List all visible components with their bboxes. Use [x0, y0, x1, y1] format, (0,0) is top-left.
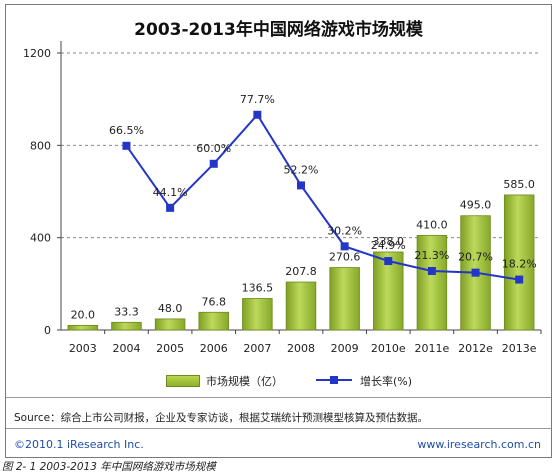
- series-line-growth: [125, 113, 520, 281]
- bar-value-label: 76.8: [201, 295, 226, 308]
- divider-bottom: [6, 428, 551, 429]
- y-tick-label: 800: [30, 139, 51, 152]
- bar-value-label: 585.0: [503, 178, 535, 191]
- source-text: Source：综合上市公司财报，企业及专家访谈，根据艾瑞统计预测模型核算及预估数…: [14, 412, 429, 424]
- x-tick-label: 2005: [156, 342, 184, 355]
- line-value-label: 66.5%: [109, 124, 144, 137]
- bar-value-label: 207.8: [285, 265, 317, 278]
- x-tick-label: 2009: [331, 342, 359, 355]
- line-point: [166, 203, 175, 212]
- line-value-label: 21.3%: [414, 249, 449, 262]
- y-tick-label: 400: [30, 232, 51, 245]
- bar: [416, 234, 448, 331]
- x-tick-label: 2013e: [502, 342, 537, 355]
- bar: [329, 267, 360, 331]
- footer-url: www.iresearch.com.cn: [417, 438, 541, 451]
- line-point: [515, 275, 524, 284]
- bar-value-label: 20.0: [71, 308, 96, 321]
- x-tick-label: 2004: [112, 342, 140, 355]
- legend-swatch-line: [316, 376, 352, 384]
- bar-value-label: 410.0: [416, 218, 448, 231]
- line-point: [471, 268, 480, 277]
- line-point: [340, 242, 349, 251]
- chart-title: 2003-2013年中国网络游戏市场规模: [134, 20, 423, 40]
- legend-label-bar: 市场规模（亿）: [206, 375, 283, 388]
- line-point: [384, 257, 393, 266]
- x-tick-label: 2010e: [371, 342, 406, 355]
- legend-label-line: 增长率(%): [360, 375, 413, 388]
- bar-value-label: 136.5: [242, 281, 274, 294]
- footer-copyright: ©2010.1 iResearch Inc.: [14, 438, 144, 451]
- y-tick-label: 1200: [23, 47, 51, 60]
- line-value-label: 30.2%: [327, 224, 362, 237]
- bar-value-label: 33.3: [114, 305, 139, 318]
- line-point: [122, 141, 131, 150]
- line-value-label: 77.7%: [240, 93, 275, 106]
- bar: [154, 318, 186, 331]
- bar-value-label: 495.0: [460, 199, 492, 212]
- figure-caption: 图 2- 1 2003-2013 年中国网络游戏市场规模: [2, 461, 216, 473]
- bar: [242, 298, 273, 331]
- bar: [285, 281, 317, 331]
- line-point: [209, 159, 218, 168]
- x-tick-label: 2012e: [458, 342, 493, 355]
- bar-value-label: 48.0: [158, 302, 183, 315]
- bar-value-label: 338.0: [373, 235, 405, 248]
- bar: [67, 324, 99, 331]
- bar-value-label: 270.6: [329, 251, 361, 264]
- line-value-label: 52.2%: [284, 163, 319, 176]
- bar: [111, 321, 142, 331]
- bar: [503, 194, 535, 331]
- line-point: [297, 181, 305, 190]
- line-value-label: 20.7%: [458, 251, 493, 264]
- line-value-label: 18.2%: [502, 258, 537, 271]
- line-point: [427, 266, 436, 275]
- line-value-label: 24.9%: [371, 239, 406, 252]
- x-tick-label: 2008: [287, 342, 315, 355]
- x-tick-label: 2011e: [415, 342, 450, 355]
- chart-svg: 0 400 800 1200 20.0 2003 33.3 2004 48.0 2005 76.8 2…: [23, 41, 542, 355]
- x-tick-label: 2006: [200, 342, 228, 355]
- x-tick-label: 2007: [243, 342, 271, 355]
- line-point: [253, 110, 262, 119]
- y-tick-label: 0: [44, 324, 51, 337]
- divider-top: [6, 397, 551, 398]
- chart-frame: 2003-2013年中国网络游戏市场规模 0 400 800 1200 20.0 2003…: [5, 4, 552, 458]
- line-value-label: 60.0%: [196, 142, 231, 155]
- legend-swatch-bar: [166, 375, 200, 387]
- x-tick-label: 2003: [69, 342, 97, 355]
- line-value-label: 44.1%: [153, 186, 188, 199]
- bar: [198, 311, 229, 331]
